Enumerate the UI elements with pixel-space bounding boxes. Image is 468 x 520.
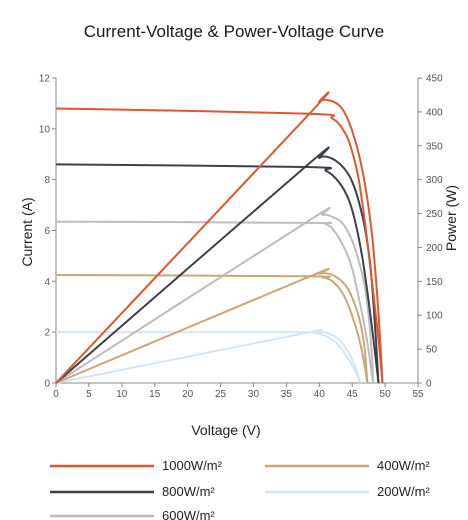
legend: 1000W/m² 800W/m² 600W/m² 400W/m² 200W/m² bbox=[50, 458, 430, 520]
x-tick-label: 35 bbox=[281, 389, 293, 400]
x-tick-label: 5 bbox=[86, 389, 92, 400]
y-right-tick-label: 300 bbox=[426, 175, 443, 186]
x-tick-label: 0 bbox=[53, 389, 59, 400]
axes: 0 5 10 15 20 25 30 35 40 45 50 55024681012050100150… bbox=[39, 74, 443, 401]
x-tick-label: 40 bbox=[314, 389, 326, 400]
y-axis-title-right: Power (W) bbox=[443, 185, 459, 251]
pv-curve-800 bbox=[55, 146, 380, 384]
iv-curve-200 bbox=[55, 331, 362, 384]
y-left-tick-label: 0 bbox=[44, 379, 50, 390]
series-lines bbox=[55, 91, 384, 384]
legend-label-1000: 1000W/m² bbox=[162, 458, 223, 473]
x-tick-label: 45 bbox=[347, 389, 359, 400]
pv-curve-400 bbox=[55, 267, 369, 384]
y-left-tick-label: 6 bbox=[44, 226, 50, 237]
pv-curve-1000 bbox=[55, 91, 384, 384]
x-tick-label: 55 bbox=[412, 389, 424, 400]
y-right-tick-label: 350 bbox=[426, 141, 443, 152]
chart-title: Current-Voltage & Power-Voltage Curve bbox=[83, 22, 385, 41]
y-left-tick-label: 2 bbox=[44, 328, 50, 339]
x-tick-label: 25 bbox=[215, 389, 227, 400]
x-tick-label: 30 bbox=[248, 389, 260, 400]
y-left-tick-label: 8 bbox=[44, 175, 50, 186]
x-axis-title: Voltage (V) bbox=[191, 422, 260, 438]
y-left-tick-label: 12 bbox=[39, 74, 51, 85]
y-right-tick-label: 0 bbox=[426, 379, 432, 390]
x-tick-label: 10 bbox=[116, 389, 128, 400]
y-left-tick-label: 4 bbox=[44, 277, 50, 288]
legend-label-600: 600W/m² bbox=[162, 508, 215, 520]
x-tick-label: 50 bbox=[380, 389, 392, 400]
pv-curve-600 bbox=[55, 206, 375, 384]
pv-curve-200 bbox=[55, 328, 362, 384]
y-right-tick-label: 150 bbox=[426, 277, 443, 288]
iv-curve-400 bbox=[55, 273, 369, 384]
y-right-tick-label: 250 bbox=[426, 209, 443, 220]
iv-curve-1000 bbox=[55, 107, 384, 384]
x-tick-label: 15 bbox=[149, 389, 161, 400]
y-right-tick-label: 400 bbox=[426, 107, 443, 118]
legend-label-800: 800W/m² bbox=[162, 484, 215, 499]
y-right-tick-label: 450 bbox=[426, 74, 443, 85]
y-axis-title-left: Current (A) bbox=[19, 197, 35, 266]
legend-label-200: 200W/m² bbox=[377, 484, 430, 499]
legend-label-400: 400W/m² bbox=[377, 458, 430, 473]
y-right-tick-label: 50 bbox=[426, 345, 438, 356]
y-left-tick-label: 10 bbox=[39, 124, 51, 135]
x-tick-label: 20 bbox=[182, 389, 194, 400]
y-right-tick-label: 100 bbox=[426, 311, 443, 322]
y-right-tick-label: 200 bbox=[426, 243, 443, 254]
